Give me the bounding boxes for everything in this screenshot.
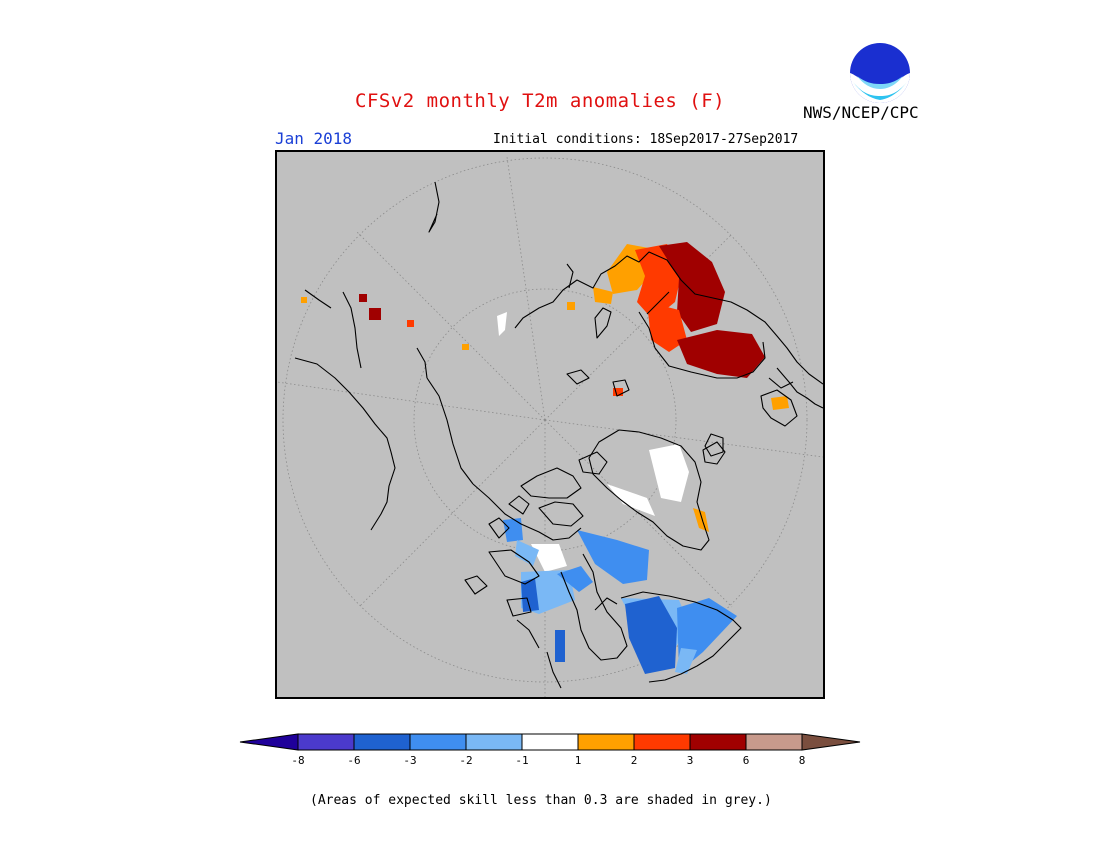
map-title: CFSv2 monthly T2m anomalies (F) <box>355 90 726 112</box>
colorbar-swatch <box>409 733 467 751</box>
polar-map <box>275 150 825 699</box>
colorbar-tick-label: -3 <box>403 754 416 767</box>
anomaly-shading <box>301 242 789 674</box>
colorbar: -8 -6 -3 -2 -1 1 2 3 6 8 <box>239 733 861 767</box>
colorbar-tick-label: 3 <box>687 754 694 767</box>
initial-conditions-label: Initial conditions: 18Sep2017-27Sep2017 <box>493 132 799 147</box>
colorbar-tick-label: -2 <box>459 754 472 767</box>
colorbar-swatch <box>521 733 579 751</box>
colorbar-tick-label: 8 <box>799 754 806 767</box>
colorbar-tick-label: 6 <box>743 754 750 767</box>
map-canvas <box>276 152 824 697</box>
colorbar-swatch <box>465 733 523 751</box>
colorbar-swatch <box>689 733 747 751</box>
colorbar-swatch <box>297 733 355 751</box>
colorbar-tick-label: -8 <box>291 754 304 767</box>
skill-footnote: (Areas of expected skill less than 0.3 a… <box>310 793 772 808</box>
colorbar-swatches <box>239 733 861 751</box>
colorbar-swatch <box>577 733 635 751</box>
noaa-logo-icon <box>850 43 910 103</box>
colorbar-high-arrow <box>801 733 861 751</box>
colorbar-tick-label: -1 <box>515 754 528 767</box>
coastlines <box>294 181 824 689</box>
colorbar-swatch <box>353 733 411 751</box>
colorbar-low-arrow <box>239 733 299 751</box>
valid-month-label: Jan 2018 <box>275 129 353 148</box>
agency-label: NWS/NCEP/CPC <box>803 103 919 122</box>
colorbar-ticks: -8 -6 -3 -2 -1 1 2 3 6 8 <box>291 754 805 767</box>
colorbar-tick-label: 1 <box>575 754 582 767</box>
colorbar-swatch <box>633 733 691 751</box>
colorbar-tick-label: 2 <box>631 754 638 767</box>
map-background <box>277 152 823 697</box>
colorbar-swatch <box>745 733 803 751</box>
colorbar-tick-label: -6 <box>347 754 360 767</box>
